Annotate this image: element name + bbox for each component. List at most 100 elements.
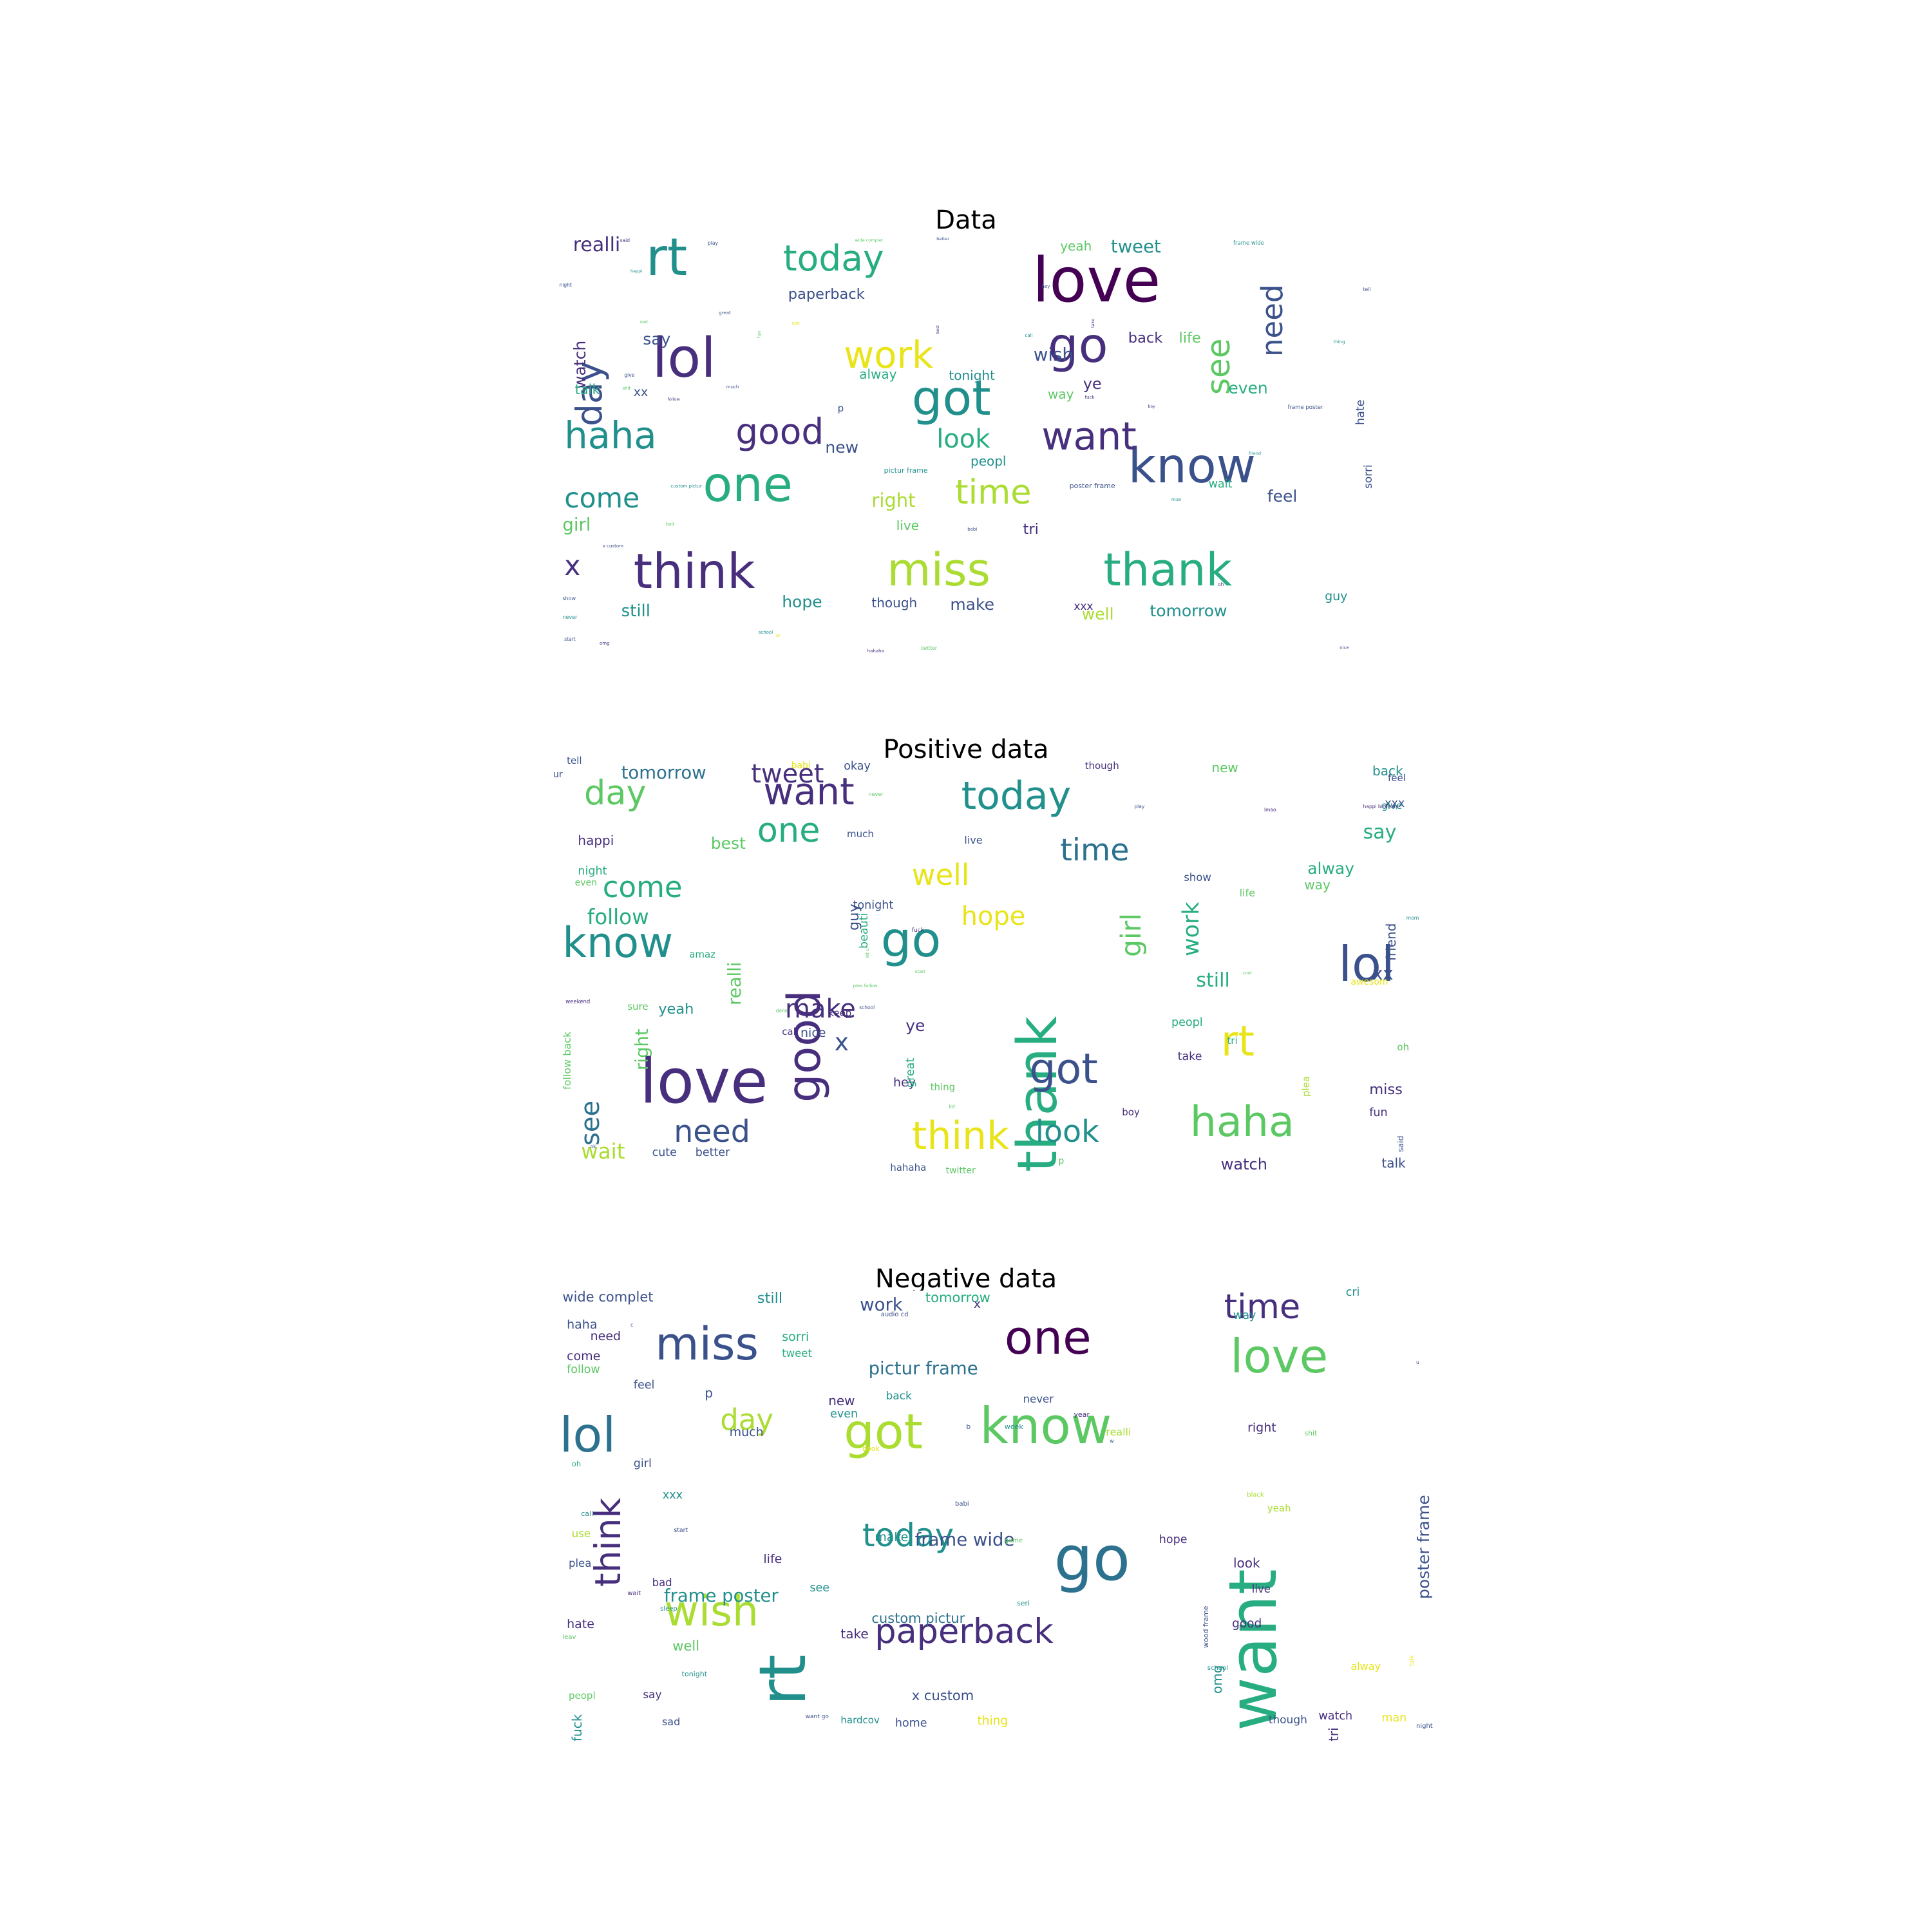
panel-title-positive: Positive data	[883, 735, 1049, 764]
word-cloud-data: love lol rt today got go know want think miss than…	[553, 232, 1432, 684]
cloud-word: black	[1247, 1491, 1264, 1499]
cloud-word: watch	[1220, 1155, 1267, 1174]
cloud-word: sorri	[782, 1330, 810, 1345]
cloud-word: make	[875, 1530, 909, 1545]
cloud-word: babi	[955, 1501, 969, 1508]
cloud-word: hahaha	[867, 649, 884, 654]
cloud-word: time	[1060, 833, 1130, 869]
cloud-word: let u	[864, 948, 870, 959]
cloud-word: take	[1177, 1050, 1202, 1064]
cloud-word: hope	[782, 592, 822, 611]
cloud-word: p	[837, 402, 844, 414]
cloud-word: yeah	[1267, 1502, 1291, 1515]
cloud-word: man	[1381, 1711, 1407, 1725]
cloud-word: miss	[1369, 1081, 1403, 1099]
cloud-word: best	[710, 834, 746, 853]
cloud-word: wish	[1033, 344, 1074, 365]
cloud-word: fuck	[911, 927, 924, 934]
cloud-word: guy	[1325, 589, 1348, 603]
cloud-word: well	[672, 1638, 700, 1654]
cloud-word: babi	[967, 526, 978, 532]
cloud-word: still	[621, 601, 651, 621]
cloud-word: peopl	[971, 453, 1007, 469]
cloud-word: talk	[1408, 1655, 1416, 1667]
cloud-word: happi birthday	[1363, 804, 1399, 810]
cloud-word: xxx	[1385, 797, 1405, 810]
cloud-word: custom pictur	[871, 1611, 965, 1627]
cloud-word: bad	[652, 1577, 672, 1589]
cloud-word: feel	[633, 1379, 655, 1392]
cloud-word: new	[828, 1393, 855, 1409]
cloud-word: better	[695, 1146, 730, 1159]
cloud-word: one	[757, 810, 820, 850]
cloud-word: year	[1074, 1410, 1090, 1419]
cloud-word: hahaha	[890, 1162, 927, 1173]
cloud-word: give	[1381, 800, 1403, 812]
cloud-word: come	[564, 482, 640, 515]
cloud-word: ok	[590, 1144, 596, 1150]
cloud-word: never	[1023, 1393, 1054, 1406]
cloud-word: nice	[800, 1025, 826, 1040]
cloud-word: better	[936, 236, 950, 242]
cloud-word: say	[643, 1689, 662, 1702]
cloud-word: miss	[655, 1318, 759, 1370]
cloud-word: follow	[587, 904, 649, 929]
cloud-word: even	[574, 878, 597, 889]
cloud-word: lot	[949, 1103, 956, 1110]
cloud-word: give	[624, 372, 635, 378]
cloud-word: new	[825, 437, 859, 457]
cloud-word: frame wide	[1233, 240, 1264, 247]
cloud-word: frame poster	[1287, 404, 1323, 411]
cloud-word: feel	[1388, 772, 1406, 784]
cloud-word: make	[785, 994, 856, 1024]
cloud-word: lol	[652, 326, 716, 390]
cloud-word: life	[763, 1552, 782, 1566]
cloud-word: x	[973, 1296, 981, 1311]
cloud-word: yeah	[1060, 238, 1092, 254]
cloud-word: hate	[1354, 399, 1368, 426]
cloud-word: want	[763, 770, 855, 814]
cloud-word: tonight	[949, 368, 995, 384]
cloud-word: said	[620, 237, 630, 243]
cloud-word: great	[719, 310, 731, 316]
cloud-word: thing	[930, 1081, 956, 1094]
cloud-word: need	[674, 1114, 750, 1150]
panel-title-data: Data	[935, 205, 997, 235]
cloud-word: haha	[564, 414, 657, 457]
cloud-word: fun	[1369, 1106, 1388, 1119]
cloud-word: want go	[805, 1713, 829, 1720]
cloud-word: think	[911, 1113, 1009, 1159]
cloud-word: come	[567, 1349, 601, 1364]
cloud-word: friend	[1383, 923, 1399, 961]
cloud-word: frame poster	[663, 1585, 779, 1606]
cloud-word: ur	[553, 770, 563, 781]
cloud-word: weekend	[565, 998, 591, 1005]
cloud-word: know	[980, 1397, 1112, 1455]
cloud-word: lol	[559, 1406, 616, 1464]
cloud-word: ye	[905, 1016, 925, 1036]
cloud-word: wide complet	[855, 237, 884, 243]
cloud-word: boy	[1122, 1106, 1140, 1118]
cloud-word: awesom	[1350, 977, 1388, 987]
cloud-word: love	[639, 1046, 768, 1118]
cloud-word: day	[720, 1402, 773, 1437]
cloud-word: never	[562, 614, 578, 621]
cloud-word: tell	[1363, 287, 1371, 293]
cloud-word: happi	[578, 833, 614, 849]
cloud-word: start	[914, 969, 925, 975]
cloud-word: rt	[646, 227, 688, 287]
cloud-word: talk	[1381, 1155, 1406, 1171]
cloud-word: p	[1058, 1156, 1065, 1167]
cloud-word: book	[862, 1444, 880, 1453]
cloud-word: wait	[581, 1139, 625, 1164]
cloud-word: look	[936, 424, 990, 455]
cloud-word: alway	[1307, 858, 1355, 878]
cloud-word: right	[1247, 1421, 1276, 1435]
cloud-word: start	[674, 1526, 688, 1534]
cloud-word: friend	[1249, 450, 1262, 456]
cloud-word: think	[633, 542, 755, 600]
cloud-word: go	[880, 911, 942, 968]
cloud-word: back	[1128, 329, 1163, 346]
cloud-word: week	[1004, 1423, 1023, 1432]
cloud-word: hey	[1041, 283, 1050, 289]
